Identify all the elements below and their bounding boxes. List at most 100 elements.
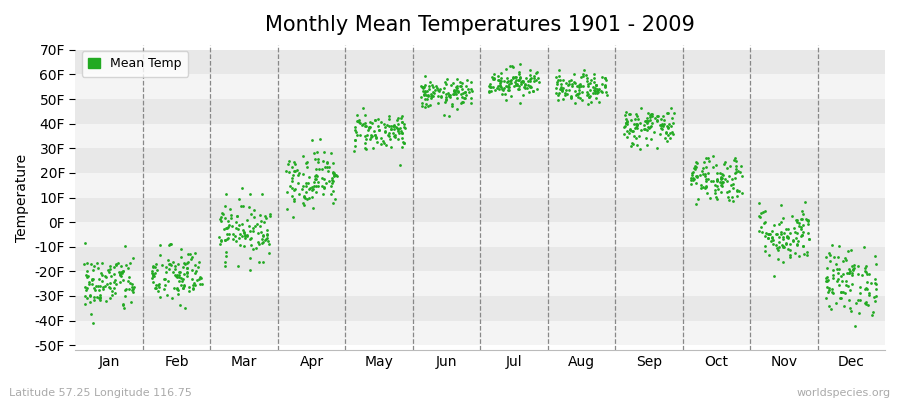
Point <box>845 272 859 278</box>
Point <box>656 116 670 123</box>
Point <box>244 211 258 217</box>
Point <box>587 75 601 81</box>
Point <box>851 310 866 316</box>
Point <box>641 110 655 116</box>
Bar <box>76 124 885 148</box>
Point <box>176 284 190 291</box>
Point <box>859 299 873 305</box>
Point <box>219 225 233 232</box>
Point <box>326 188 340 195</box>
Point <box>689 160 704 166</box>
Point <box>458 92 473 98</box>
Point <box>634 120 648 126</box>
Point <box>787 225 801 232</box>
Point <box>286 198 301 204</box>
Point <box>444 82 458 89</box>
Point <box>112 278 127 285</box>
Point <box>665 120 680 127</box>
Point <box>664 105 679 112</box>
Point <box>94 278 109 284</box>
Point <box>223 215 238 222</box>
Point <box>256 238 271 245</box>
Point <box>284 164 299 170</box>
Point <box>86 294 101 300</box>
Point <box>800 252 814 258</box>
Point <box>820 264 834 271</box>
Point <box>107 285 122 292</box>
Point <box>842 287 857 293</box>
Point <box>80 274 94 280</box>
Point <box>91 294 105 301</box>
Point <box>259 214 274 221</box>
Point <box>450 76 464 82</box>
Point <box>789 217 804 223</box>
Point <box>633 145 647 152</box>
Point <box>758 248 772 254</box>
Point <box>788 250 803 257</box>
Point <box>711 186 725 192</box>
Point <box>662 130 677 136</box>
Point <box>565 83 580 89</box>
Point <box>88 287 103 294</box>
Point <box>192 275 206 282</box>
Point <box>464 88 479 94</box>
Point <box>291 180 305 186</box>
Point <box>230 212 245 219</box>
Point <box>782 252 796 258</box>
Point <box>80 268 94 274</box>
Point <box>255 229 269 236</box>
Point <box>213 218 228 224</box>
Point <box>868 286 883 292</box>
Point <box>326 170 340 176</box>
Point <box>317 176 331 182</box>
Point <box>512 69 526 75</box>
Point <box>454 83 468 90</box>
Point <box>104 285 118 291</box>
Point <box>355 122 369 128</box>
Point <box>348 124 363 130</box>
Point <box>710 178 724 184</box>
Point <box>775 242 789 248</box>
Point <box>383 126 398 133</box>
Point <box>123 280 138 286</box>
Point <box>859 285 873 292</box>
Point <box>177 260 192 267</box>
Point <box>309 182 323 189</box>
Point <box>840 270 854 276</box>
Point <box>219 252 233 259</box>
Point <box>219 237 233 244</box>
Point <box>416 87 430 94</box>
Point <box>260 232 274 238</box>
Point <box>218 263 232 270</box>
Point <box>112 270 127 277</box>
Point <box>853 284 868 290</box>
Point <box>629 122 643 128</box>
Point <box>109 281 123 287</box>
Point <box>218 215 232 221</box>
Point <box>111 260 125 266</box>
Point <box>770 231 784 237</box>
Point <box>717 161 732 167</box>
Point <box>103 295 117 302</box>
Point <box>778 239 793 246</box>
Point <box>390 125 404 131</box>
Point <box>720 178 734 184</box>
Point <box>638 135 652 141</box>
Point <box>425 93 439 99</box>
Point <box>629 113 643 119</box>
Point <box>364 132 379 139</box>
Point <box>449 91 464 98</box>
Point <box>766 273 780 280</box>
Point <box>623 111 637 118</box>
Point <box>862 271 877 277</box>
Point <box>378 124 392 130</box>
Point <box>660 138 674 144</box>
Point <box>662 121 677 127</box>
Point <box>397 121 411 127</box>
Point <box>218 259 232 265</box>
Point <box>359 136 374 143</box>
Point <box>438 79 453 86</box>
Point <box>860 286 874 292</box>
Point <box>818 254 832 260</box>
Point <box>383 123 398 130</box>
